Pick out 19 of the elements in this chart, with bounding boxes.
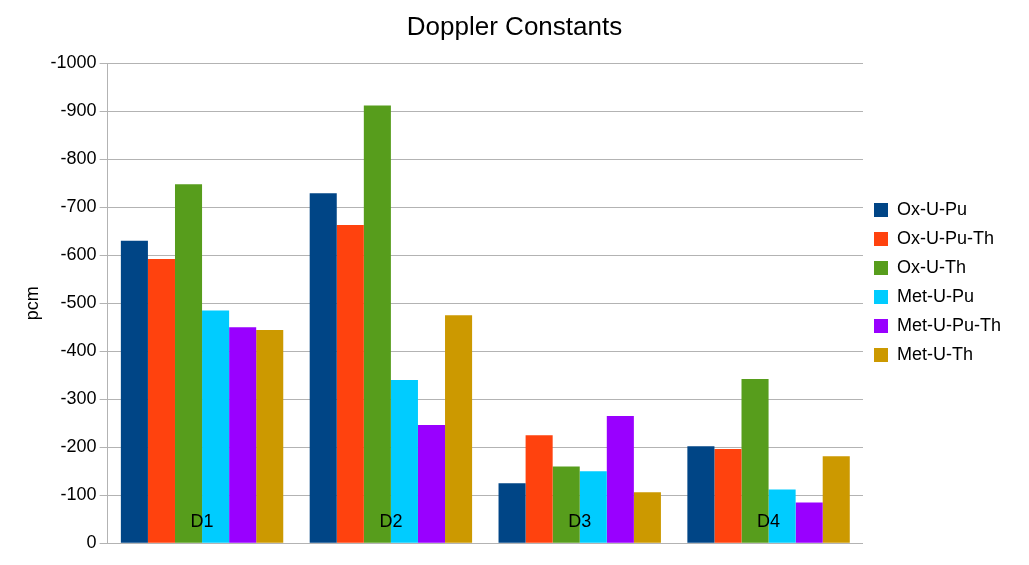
y-tick-label: -1000 — [50, 52, 97, 73]
legend-label: Ox-U-Pu — [896, 198, 968, 219]
y-tick-label: -600 — [60, 244, 97, 265]
y-tick-label: -400 — [60, 340, 97, 361]
y-tick-label: -300 — [60, 388, 97, 409]
y-tick-label: 0 — [86, 532, 97, 553]
legend-label: Ox-U-Th — [896, 256, 966, 277]
y-tick-label: -200 — [60, 436, 97, 457]
y-axis-title: pcm — [21, 286, 42, 321]
y-tick-label: -900 — [60, 100, 97, 121]
legend-label: Met-U-Pu — [896, 285, 975, 306]
y-tick-label: -500 — [60, 292, 97, 313]
legend-label: Met-U-Th — [896, 343, 973, 364]
y-tick-label: -800 — [60, 148, 97, 169]
chart-title: Doppler Constants — [406, 10, 623, 41]
y-tick-label: -100 — [60, 484, 97, 505]
y-tick-label: -700 — [60, 196, 97, 217]
legend-label: Met-U-Pu-Th — [896, 314, 1002, 335]
legend-label: Ox-U-Pu-Th — [896, 227, 995, 248]
